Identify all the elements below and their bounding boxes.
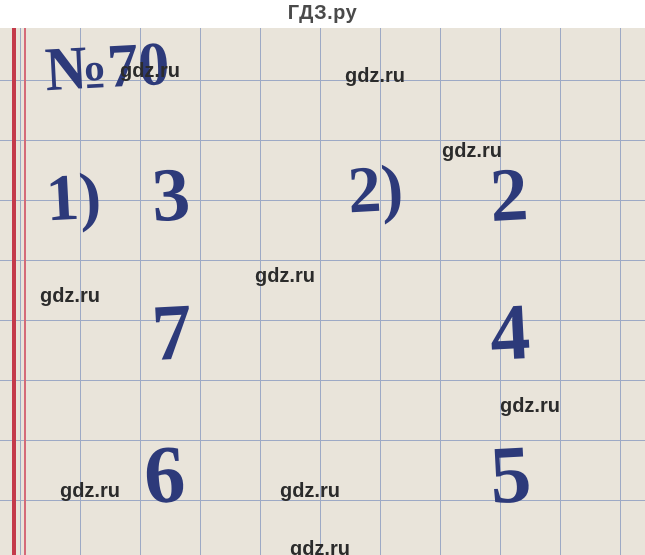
watermark: gdz.ru [280,480,340,503]
margin-line-inner [24,0,26,555]
list1-value-c: 6 [142,427,188,523]
list2-label: 2) [346,151,405,230]
watermark: gdz.ru [255,265,315,288]
list2-value-b: 4 [488,287,533,380]
watermark: gdz.ru [500,395,560,418]
header-title: ГДЗ.ру [0,2,645,25]
watermark: gdz.ru [120,60,180,83]
margin-line-outer [12,0,16,555]
list1-value-b: 7 [150,287,195,380]
watermark: gdz.ru [60,480,120,503]
watermark: gdz.ru [290,538,350,555]
list2-value-c: 5 [488,427,534,523]
list1-value-a: 3 [150,151,193,240]
list1-label: 1) [44,159,103,238]
list2-value-a: 2 [488,151,531,240]
watermark: gdz.ru [40,285,100,308]
watermark: gdz.ru [345,65,405,88]
watermark: gdz.ru [442,140,502,163]
page-root: ГДЗ.ру №70 1) 3 2) 2 7 4 6 5 gdz.rugdz.r… [0,0,645,555]
